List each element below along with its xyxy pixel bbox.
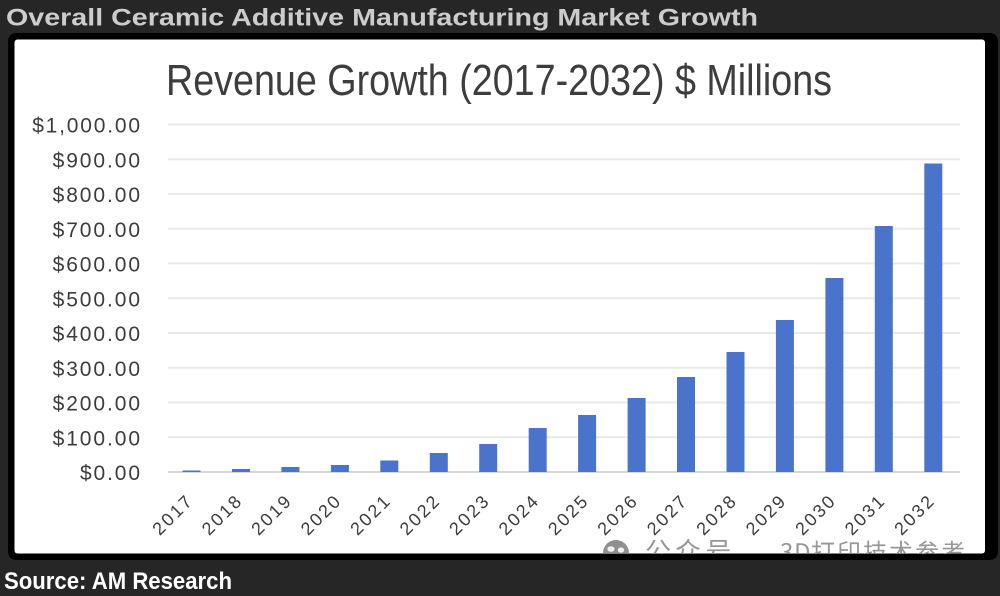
- svg-text:$400.00: $400.00: [53, 323, 140, 346]
- svg-text:$300.00: $300.00: [53, 358, 140, 381]
- svg-text:$800.00: $800.00: [53, 184, 140, 207]
- svg-text:Revenue Growth (2017-2032) $ M: Revenue Growth (2017-2032) $ Millions: [166, 56, 832, 105]
- svg-text:$1,000.00: $1,000.00: [32, 115, 140, 138]
- svg-text:$200.00: $200.00: [53, 393, 140, 416]
- svg-text:$700.00: $700.00: [53, 219, 140, 242]
- svg-text:$900.00: $900.00: [53, 149, 140, 172]
- svg-text:$500.00: $500.00: [53, 288, 140, 311]
- svg-text:$0.00: $0.00: [80, 462, 140, 485]
- svg-text:Overall Ceramic Additive Manuf: Overall Ceramic Additive Manufacturing M…: [6, 5, 758, 32]
- svg-text:$600.00: $600.00: [53, 254, 140, 277]
- svg-text:$100.00: $100.00: [53, 427, 140, 450]
- svg-text:Source: AM Research: Source: AM Research: [4, 568, 232, 595]
